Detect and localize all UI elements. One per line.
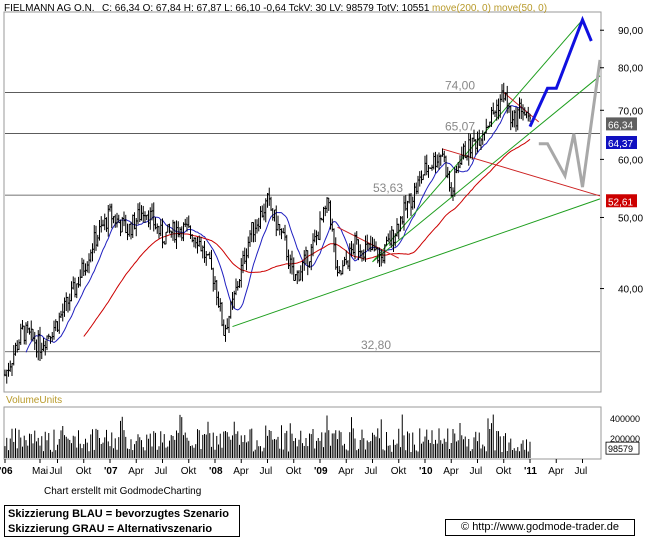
time-axis-tick-label: Okt <box>76 466 92 477</box>
moving-average-200-line <box>83 138 531 337</box>
time-axis-tick-label: Okt <box>181 466 197 477</box>
legend-blue-scenario: Skizzierung BLAU = bevorzugtes Szenario <box>8 508 229 520</box>
scenario-legend: Skizzierung BLAU = bevorzugtes Szenario … <box>4 505 240 537</box>
price-axis-tick-label: 90,00 <box>618 26 643 37</box>
price-axis-tick-label: 70,00 <box>618 106 643 117</box>
volume-panel-label: VolumeUnits <box>6 395 62 406</box>
time-axis-tick-label: Jul <box>155 466 168 477</box>
time-axis-tick-label: '11 <box>524 466 537 477</box>
time-axis-tick-label: Okt <box>286 466 302 477</box>
time-axis-tick-label: '09 <box>314 466 328 477</box>
time-axis-tick-label: '08 <box>209 466 223 477</box>
moving-average-legend: move(200, 0) move(50, 0) <box>432 3 547 14</box>
time-axis-tick-label: Jul <box>470 466 483 477</box>
volume-last-label: 98579 <box>608 444 633 454</box>
time-axis-tick-label: '07 <box>104 466 118 477</box>
legend-gray-scenario: Skizzierung GRAU = Alternativszenario <box>8 523 213 535</box>
resistance-trendline-short <box>337 226 399 259</box>
price-bars <box>4 82 531 384</box>
time-axis-tick-label: Jul <box>575 466 588 477</box>
ma200-value-badge <box>606 194 637 208</box>
volume-last-badge <box>605 441 640 455</box>
time-axis-tick-label: Apr <box>233 466 249 477</box>
source-link[interactable]: © http://www.godmode-trader.de <box>445 519 635 536</box>
volume-axis-tick-label: 400000 <box>610 414 640 424</box>
quote-line: C: 66,34 O: 67,84 H: 67,87 L: 66,10 -0,6… <box>102 3 430 14</box>
time-axis-tick-label: Jul <box>365 466 378 477</box>
time-axis-tick-label: Apr <box>128 466 144 477</box>
time-axis-tick-label: Jul <box>260 466 273 477</box>
chart-credit: Chart erstellt mit GodmodeCharting <box>44 486 202 497</box>
horizontal-levels: 32,80 53,63 65,07 74,00 <box>5 79 600 353</box>
blue-scenario-path <box>528 15 593 128</box>
trend-channel-lower-line <box>372 75 601 263</box>
last-close-badge <box>606 117 637 131</box>
price-axis-tick-label: 60,00 <box>618 155 643 166</box>
gray-scenario-path <box>538 59 602 188</box>
time-axis-tick-label: Apr <box>338 466 354 477</box>
price-axis-tick-label: 50,00 <box>618 213 643 224</box>
volume-bars <box>4 414 531 458</box>
time-axis-tick-label: Apr <box>548 466 564 477</box>
axes: 40,00 50,00 60,00 70,00 80,00 90,00 66,34 64,37… <box>0 26 643 477</box>
long-term-support-line <box>232 198 601 328</box>
volume-axis-tick-label: 200000 <box>610 434 640 444</box>
time-axis-tick-label: Okt <box>391 466 407 477</box>
time-axis-tick-label: Mai <box>32 466 48 477</box>
time-axis-tick-label: Okt <box>496 466 512 477</box>
scenario-sketches <box>528 15 602 188</box>
ma50-value-label: 64,37 <box>608 139 633 150</box>
price-panel <box>3 11 602 393</box>
ma200-value-label: 52,61 <box>608 197 633 208</box>
time-axis-tick-label: '06 <box>0 466 13 477</box>
ma50-value-badge <box>606 135 637 149</box>
instrument-name: FIELMANN AG O.N. <box>4 3 95 14</box>
level-label: 65,07 <box>445 120 475 134</box>
time-axis-tick-label: Apr <box>443 466 459 477</box>
level-label: 32,80 <box>361 338 391 352</box>
level-label: 74,00 <box>445 79 475 93</box>
level-label: 53,63 <box>373 181 403 195</box>
time-axis-tick-label: '10 <box>419 466 433 477</box>
time-axis-tick-label: Jul <box>50 466 63 477</box>
price-axis-tick-label: 80,00 <box>618 64 643 75</box>
last-close-label: 66,34 <box>608 120 633 131</box>
price-axis-tick-label: 40,00 <box>618 285 643 296</box>
